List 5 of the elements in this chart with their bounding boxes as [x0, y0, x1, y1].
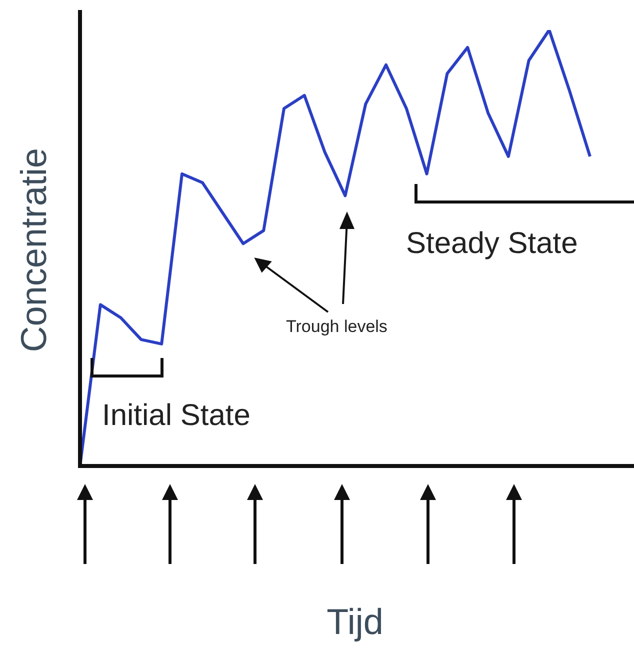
annotation: Trough levels — [286, 317, 388, 336]
annotation: Initial State — [102, 399, 250, 432]
annotation: Steady State — [406, 227, 578, 260]
x-axis-title: Tijd — [326, 600, 384, 642]
y-axis-title: Concentratie — [12, 148, 54, 352]
